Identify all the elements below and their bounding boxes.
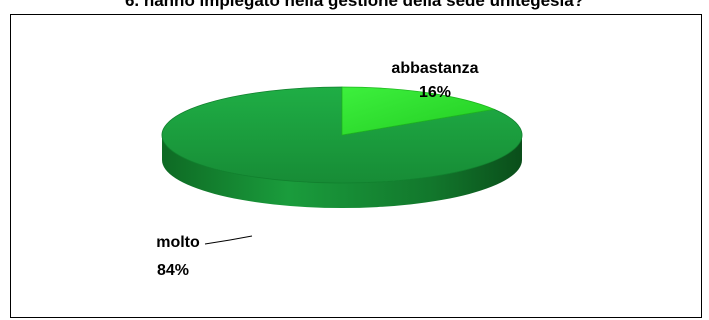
pie-slice-abbastanza (341, 86, 496, 136)
data-label-molto-value: 84% (157, 262, 189, 279)
data-label-abbastanza-value: 16% (419, 84, 451, 101)
pie-side-wall (162, 135, 522, 208)
data-label-molto-name: molto (156, 234, 200, 251)
data-label-abbastanza-name: abbastanza (391, 60, 478, 77)
chart-title: 6. hanno impiegato nella gestione della … (124, 0, 585, 10)
pie-slice-molto (161, 86, 523, 184)
leader-line-molto (204, 235, 253, 245)
